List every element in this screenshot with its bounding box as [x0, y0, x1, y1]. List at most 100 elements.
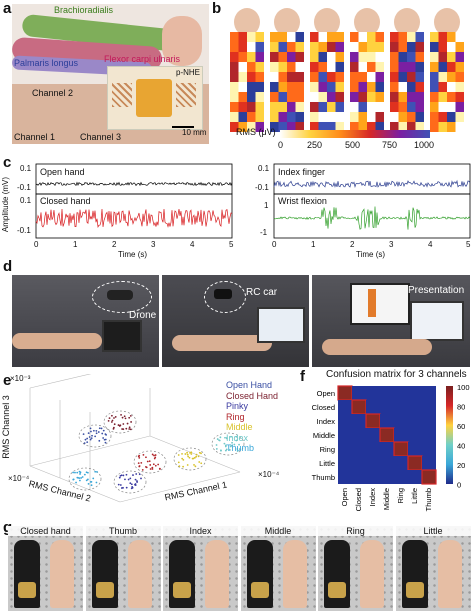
- heatmap-cell: [350, 72, 359, 82]
- heatmap-cell: [278, 52, 287, 62]
- left-xtick-3: 3: [151, 240, 156, 249]
- heatmap-cell: [230, 92, 239, 102]
- heatmap-cell: [318, 102, 327, 112]
- heatmap-cell: [278, 42, 287, 52]
- scatter-point: [94, 435, 97, 438]
- gesture-tile: Ring: [318, 526, 393, 611]
- cm-cell: [408, 400, 422, 414]
- scatter-point: [83, 473, 86, 476]
- gesture-tile: Middle: [240, 526, 316, 611]
- heatmap-cell: [430, 122, 439, 132]
- cm-cell: [422, 414, 436, 428]
- cm-cell: [408, 414, 422, 428]
- scatter-point: [72, 478, 75, 481]
- scatter-point: [102, 437, 105, 439]
- scatter-point: [124, 478, 126, 481]
- cm-col-label: Open: [340, 488, 349, 506]
- hand-shape: [434, 8, 460, 36]
- cm-row-label: Ring: [320, 445, 335, 454]
- right-ytick-1: 0.1: [258, 164, 270, 173]
- heatmap-cell: [375, 112, 384, 122]
- heatmap-cell: [398, 92, 407, 102]
- cm-cell: [422, 386, 436, 400]
- scatter-point: [138, 457, 141, 459]
- heatmap-cell: [350, 42, 359, 52]
- heatmap-cell: [310, 112, 319, 122]
- scatter-point: [148, 460, 151, 463]
- rms-tick-750: 750: [382, 140, 398, 150]
- cm-cell: [337, 385, 353, 401]
- right-xtick-5: 5: [466, 240, 471, 249]
- scatter-point: [187, 455, 190, 458]
- cm-colorbar-tick: 80: [457, 403, 465, 412]
- cm-cell: [408, 386, 422, 400]
- confusion-title: Confusion matrix for 3 channels: [326, 369, 467, 380]
- scatter-point: [218, 439, 221, 442]
- cm-colorbar-tick: 20: [457, 461, 465, 470]
- cm-colorbar-tick: 0: [457, 481, 461, 490]
- right-xtick-2: 2: [350, 240, 355, 249]
- heatmap-cell: [358, 82, 367, 92]
- heatmap-cell: [358, 72, 367, 82]
- heatmap-cell: [238, 112, 247, 122]
- heatmap-cell: [350, 82, 359, 92]
- scatter-point: [87, 432, 90, 435]
- legend-open-hand: Open Hand: [226, 380, 273, 390]
- heatmap-cell: [255, 62, 264, 72]
- heatmap-cell: [318, 92, 327, 102]
- human-hand: [50, 540, 74, 608]
- heatmap-cell: [358, 42, 367, 52]
- scatter-point: [154, 454, 157, 456]
- heatmap-cell: [270, 62, 279, 72]
- scatter-point: [145, 456, 147, 459]
- scatter-point: [228, 449, 231, 451]
- heatmap-cell: [295, 82, 304, 92]
- heatmap-cell: [230, 102, 239, 112]
- left-ytick-3: 0.1: [20, 196, 32, 205]
- scatter-point: [100, 427, 103, 430]
- scatter-point: [142, 454, 145, 456]
- left-ytick-2: -0.1: [17, 183, 31, 192]
- scatter-point: [138, 473, 141, 476]
- heatmap-cell: [375, 42, 384, 52]
- scatter-point: [96, 471, 98, 473]
- scatter-legend: Open Hand Closed Hand Pinky Ring Middle …: [226, 380, 278, 454]
- heatmap-cell: [295, 72, 304, 82]
- heatmap-cell: [390, 122, 399, 132]
- right-ytick-2: -0.1: [255, 183, 269, 192]
- heatmap-cell: [255, 102, 264, 112]
- heatmap-cell: [247, 112, 256, 122]
- heatmap-cell: [430, 42, 439, 52]
- scatter-point: [111, 419, 114, 422]
- scatter-point: [190, 451, 193, 454]
- heatmap-cell: [430, 52, 439, 62]
- legend-ring: Ring: [226, 411, 245, 422]
- emg-traces: [35, 163, 471, 239]
- heatmap-cell: [407, 42, 416, 52]
- presentation-bar: [368, 289, 376, 317]
- cm-cell: [352, 428, 366, 442]
- scatter-point: [186, 453, 189, 456]
- heatmap-cell: [375, 32, 384, 42]
- scatter-point: [193, 456, 196, 459]
- heatmap-cell: [455, 102, 464, 112]
- heatmap-cell: [430, 62, 439, 72]
- scatter-point: [92, 477, 95, 480]
- heatmap-cell: [255, 32, 264, 42]
- arm-heatmap: [310, 8, 344, 132]
- scatter-point: [78, 477, 81, 479]
- robot-logo: [405, 582, 424, 598]
- heatmap-cell: [238, 42, 247, 52]
- right-ytick-3: 1: [264, 201, 269, 210]
- channel-3-label: Channel 3: [80, 132, 122, 142]
- drone-photo: Drone: [12, 275, 159, 367]
- rc-car-icon: [214, 289, 232, 299]
- heatmap-cell: [438, 82, 447, 92]
- tablet-icon: [102, 320, 142, 352]
- heatmap-cell: [255, 112, 264, 122]
- left-xlabel: Time (s): [118, 250, 148, 259]
- heatmap-cell: [310, 122, 319, 132]
- heatmap-cell: [375, 82, 384, 92]
- heatmap-cell: [350, 32, 359, 42]
- heatmap-cell: [447, 92, 456, 102]
